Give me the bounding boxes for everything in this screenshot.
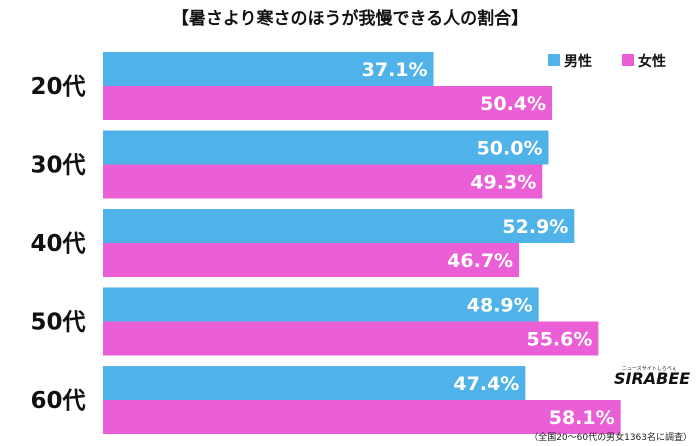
data-label: 50.4% [480, 93, 546, 115]
data-label: 37.1% [362, 59, 428, 81]
category-label: 50代 [30, 310, 85, 336]
data-label: 58.1% [549, 407, 615, 429]
bar-female [103, 400, 621, 434]
bar-female [103, 321, 599, 356]
legend-swatch [622, 54, 634, 66]
legend-box [540, 46, 692, 76]
logo-background [604, 364, 684, 386]
legend: 男性 女性 [540, 46, 692, 76]
logo-wordmark: SIRABEE [614, 369, 690, 388]
category-label: 40代 [30, 231, 85, 257]
category-labels: 20代 30代 40代 50代 60代 [30, 74, 85, 414]
logo-subtitle: ニュースサイトしらべぇ [622, 366, 677, 372]
category-label: 20代 [30, 74, 85, 100]
data-label: 52.9% [502, 216, 568, 238]
data-label: 46.7% [447, 250, 513, 272]
data-label: 55.6% [526, 329, 592, 351]
chart-title: 【暑さより寒さのほうが我慢できる人の割合】 [172, 8, 528, 29]
data-label: 48.9% [467, 295, 533, 317]
bar-male [103, 52, 434, 86]
bar-female [103, 86, 553, 120]
legend-label: 男性 [564, 53, 592, 70]
legend-swatch [548, 54, 560, 66]
data-label: 50.0% [477, 138, 543, 160]
bar-male [103, 366, 526, 400]
bar-female [103, 243, 520, 277]
category-label: 30代 [30, 153, 85, 179]
bar-female [103, 164, 543, 199]
data-label: 47.4% [453, 373, 519, 395]
bar-male [103, 130, 549, 165]
category-label: 60代 [30, 388, 85, 414]
sirabee-logo: ニュースサイトしらべぇ SIRABEE [604, 364, 690, 388]
bars-group: 37.1% 50.4% 50.0% 49.3% 52.9% 46.7% 48.9% 55.6%… [103, 52, 621, 434]
survey-note: （全国20〜60代の男女1363名に調査） [529, 431, 692, 443]
legend-label: 女性 [638, 53, 666, 70]
bar-male [103, 287, 539, 322]
bar-male [103, 209, 575, 243]
data-label: 49.3% [470, 172, 536, 194]
